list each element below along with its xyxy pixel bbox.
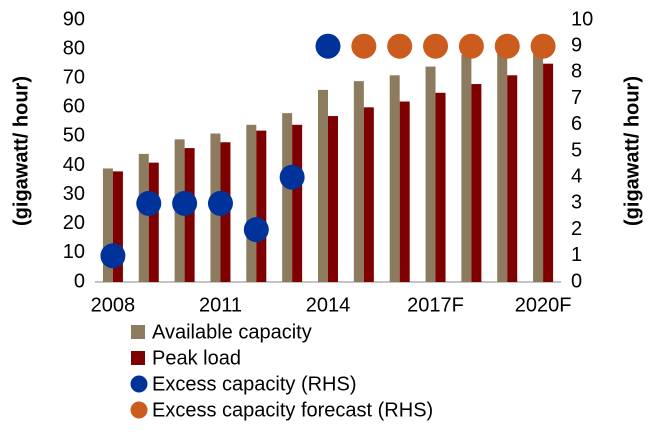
bar [148, 162, 159, 282]
y2-tick-label: 6 [571, 113, 582, 135]
legend-label: Available capacity [152, 321, 312, 343]
legend-swatch [131, 325, 145, 339]
point [494, 33, 520, 59]
y-tick-label: 20 [63, 212, 85, 234]
y-tick-label: 90 [63, 8, 85, 30]
point [243, 217, 269, 243]
point [172, 190, 198, 216]
bar [497, 49, 508, 282]
bar [282, 113, 293, 283]
y-tick-label: 30 [63, 183, 85, 205]
bar [112, 171, 123, 282]
y-tick-label: 70 [63, 67, 85, 89]
y2-tick-label: 4 [571, 165, 582, 187]
bar [353, 81, 364, 282]
y2-tick-label: 1 [571, 244, 582, 266]
y-tick-label: 60 [63, 96, 85, 118]
bar [184, 148, 195, 282]
y-tick-label: 50 [63, 125, 85, 147]
bar [256, 130, 267, 282]
point [351, 33, 377, 59]
point [279, 164, 305, 190]
point [100, 243, 126, 269]
bar [246, 124, 257, 282]
bar [461, 54, 472, 282]
point [315, 33, 341, 59]
y-tick-label: 0 [74, 270, 85, 292]
legend-swatch [130, 401, 148, 419]
bar [543, 63, 554, 282]
y-tick-label: 40 [63, 154, 85, 176]
y2-tick-label: 5 [571, 139, 582, 161]
y-axis-title: (gigawatt/ hour) [10, 76, 32, 226]
bar [533, 43, 544, 283]
y2-tick-label: 0 [571, 270, 582, 292]
y2-tick-label: 9 [571, 34, 582, 56]
x-tick-label: 2014 [306, 294, 351, 316]
point [530, 33, 556, 59]
y2-tick-label: 7 [571, 87, 582, 109]
x-tick-label: 2017F [407, 294, 464, 316]
y2-tick-label: 2 [571, 218, 582, 240]
point [458, 33, 484, 59]
y-tick-label: 80 [63, 37, 85, 59]
bar [471, 84, 482, 283]
y-tick-label: 10 [63, 241, 85, 263]
bar [507, 75, 518, 282]
point [136, 190, 162, 216]
bar [328, 116, 338, 282]
legend-swatch [130, 375, 148, 393]
bar [292, 124, 303, 282]
legend-swatch [131, 351, 145, 365]
bar [318, 89, 328, 282]
legend-label: Peak load [152, 347, 241, 369]
x-tick-label: 2020F [515, 294, 572, 316]
bar [435, 92, 446, 283]
point [387, 33, 413, 59]
point [207, 190, 233, 216]
bar [102, 168, 113, 282]
bar [138, 153, 149, 282]
y2-axis-title: (gigawatt/ hour) [621, 76, 643, 226]
legend-label: Excess capacity forecast (RHS) [152, 399, 433, 421]
y2-tick-label: 3 [571, 192, 582, 214]
x-tick-label: 2011 [199, 294, 242, 316]
x-tick-label: 2008 [91, 294, 136, 316]
legend-label: Excess capacity (RHS) [152, 373, 357, 395]
bar [425, 66, 436, 282]
y2-tick-label: 10 [571, 8, 593, 30]
bar [363, 107, 374, 282]
bar [389, 75, 400, 282]
bar [399, 101, 410, 282]
point [423, 33, 449, 59]
y2-tick-label: 8 [571, 61, 582, 83]
